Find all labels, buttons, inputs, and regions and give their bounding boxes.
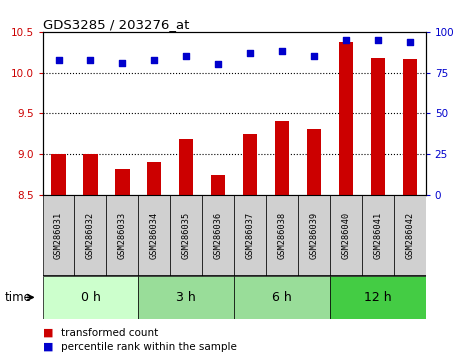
Text: 6 h: 6 h [272,291,292,304]
Text: 3 h: 3 h [176,291,196,304]
Text: GSM286031: GSM286031 [54,212,63,259]
Text: percentile rank within the sample: percentile rank within the sample [61,342,237,352]
Bar [298,195,330,276]
Point [55,57,62,62]
Bar [330,276,426,319]
Bar [266,195,298,276]
Point [214,62,222,67]
Bar [83,154,97,195]
Text: GSM286032: GSM286032 [86,212,95,259]
Text: GSM286036: GSM286036 [214,212,223,259]
Text: 0 h: 0 h [80,291,100,304]
Text: GSM286042: GSM286042 [405,212,414,259]
Point [119,60,126,65]
Point [246,50,254,56]
Text: ■: ■ [43,342,53,352]
Point [374,37,382,43]
Text: GSM286034: GSM286034 [150,212,159,259]
Bar [43,276,138,319]
Bar [74,195,106,276]
Point [342,37,350,43]
Bar [234,276,330,319]
Bar [52,154,66,195]
Text: GSM286038: GSM286038 [278,212,287,259]
Text: GSM286035: GSM286035 [182,212,191,259]
Bar [43,195,74,276]
Bar [106,195,138,276]
Text: GSM286039: GSM286039 [309,212,318,259]
Text: GSM286041: GSM286041 [373,212,382,259]
Bar [211,175,225,195]
Bar [371,58,385,195]
Bar [362,195,394,276]
Text: time: time [5,291,32,304]
Bar [179,139,193,195]
Text: ■: ■ [43,328,53,338]
Point [87,57,94,62]
Bar [394,195,426,276]
Bar [339,42,353,195]
Point [310,53,318,59]
Text: 12 h: 12 h [364,291,392,304]
Bar [170,195,202,276]
Bar [234,195,266,276]
Text: GSM286033: GSM286033 [118,212,127,259]
Point [150,57,158,62]
Text: GSM286037: GSM286037 [245,212,254,259]
Text: GDS3285 / 203276_at: GDS3285 / 203276_at [43,18,189,31]
Point [278,48,286,54]
Bar [275,121,289,195]
Bar [147,162,161,195]
Point [406,39,413,45]
Bar [138,276,234,319]
Bar [115,169,130,195]
Bar [243,134,257,195]
Bar [138,195,170,276]
Text: transformed count: transformed count [61,328,159,338]
Text: GSM286040: GSM286040 [342,212,350,259]
Bar [403,59,417,195]
Bar [307,129,321,195]
Bar [330,195,362,276]
Bar [202,195,234,276]
Point [183,53,190,59]
